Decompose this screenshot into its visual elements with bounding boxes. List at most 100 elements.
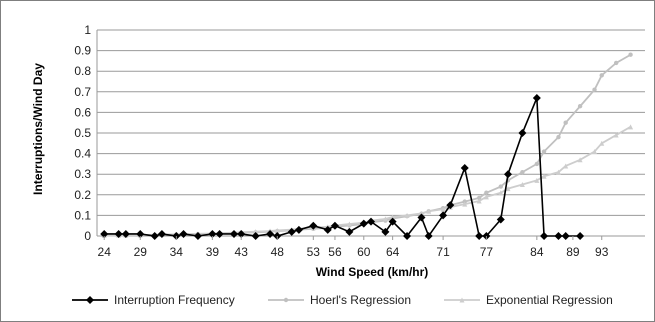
- legend-label: Hoerl's Regression: [310, 293, 411, 307]
- legend-marker: [86, 296, 94, 304]
- y-tick-label: 0.8: [74, 64, 91, 78]
- data-point: [628, 52, 633, 57]
- y-tick-label: 1: [84, 23, 91, 37]
- data-point: [150, 232, 159, 240]
- x-tick-labels: 24 29 34 39 43 48 53 56 60 64 71 77 84 89 93: [98, 236, 609, 259]
- data-point: [359, 219, 368, 228]
- x-tick-label: 53: [307, 245, 321, 259]
- x-axis-label: Wind Speed (km/hr): [316, 265, 429, 279]
- x-tick-label: 60: [357, 245, 371, 259]
- x-tick-label: 84: [530, 245, 544, 259]
- data-point: [496, 215, 505, 224]
- data-point: [439, 211, 448, 220]
- data-point: [121, 229, 130, 238]
- data-point: [294, 225, 303, 234]
- series-layer: [100, 52, 634, 240]
- y-tick-label: 0.6: [74, 105, 91, 119]
- data-point: [599, 140, 605, 146]
- data-point: [563, 163, 569, 169]
- data-point: [230, 229, 238, 238]
- data-point: [251, 232, 260, 240]
- data-point: [345, 227, 354, 236]
- data-point: [446, 201, 455, 210]
- y-tick-label: 0.1: [74, 208, 91, 222]
- data-point: [592, 87, 597, 92]
- data-point: [237, 229, 246, 238]
- x-tick-label: 48: [271, 245, 285, 259]
- legend: Interruption Frequency Hoerl's Regression…: [72, 293, 613, 307]
- data-point: [519, 182, 525, 187]
- data-point: [556, 134, 561, 140]
- data-point: [100, 229, 109, 238]
- data-point: [518, 129, 527, 137]
- data-point: [424, 232, 433, 240]
- data-point: [555, 169, 561, 175]
- data-point: [462, 201, 468, 207]
- data-point: [577, 157, 583, 163]
- x-tick-label: 24: [98, 245, 112, 259]
- x-tick-label: 34: [170, 245, 184, 259]
- data-point: [520, 169, 525, 175]
- data-point: [404, 212, 410, 218]
- data-point: [323, 225, 332, 234]
- data-point: [592, 149, 598, 155]
- data-point: [287, 227, 296, 236]
- data-point: [418, 210, 424, 216]
- y-tick-label: 0.3: [74, 167, 91, 181]
- data-point: [505, 186, 511, 192]
- data-point: [476, 195, 482, 201]
- data-point: [381, 227, 390, 236]
- data-point: [382, 216, 388, 222]
- data-point: [541, 149, 547, 154]
- data-point: [208, 229, 217, 238]
- data-point: [498, 190, 504, 196]
- y-tick-label: 0.9: [74, 44, 91, 58]
- x-tick-label: 56: [328, 245, 342, 259]
- y-tick-labels: 0 0.1 0.2 0.3 0.4 0.5 0.6 0.7 0.8 0.9 1: [74, 23, 91, 243]
- data-point: [628, 124, 634, 130]
- data-point: [330, 221, 339, 230]
- data-point: [157, 229, 166, 238]
- legend-label: Interruption Frequency: [114, 293, 235, 307]
- data-point: [475, 232, 484, 240]
- data-point: [534, 161, 540, 167]
- y-tick-label: 0.4: [74, 147, 91, 161]
- y-tick-label: 0.2: [74, 188, 91, 202]
- data-point: [417, 213, 426, 222]
- data-point: [613, 132, 619, 138]
- data-point: [577, 104, 583, 109]
- data-point: [563, 120, 568, 125]
- data-point: [114, 229, 123, 238]
- data-point: [136, 229, 145, 238]
- data-point: [179, 229, 188, 238]
- data-point: [426, 208, 432, 214]
- data-point: [390, 214, 396, 220]
- data-point: [440, 206, 446, 212]
- data-point: [554, 232, 563, 240]
- y-tick-label: 0: [84, 229, 91, 243]
- x-tick-label: 64: [386, 245, 400, 259]
- x-tick-label: 93: [595, 245, 609, 259]
- data-point: [367, 217, 375, 226]
- data-point: [541, 173, 547, 179]
- data-point: [388, 217, 397, 226]
- x-tick-label: 39: [206, 245, 220, 259]
- x-tick-label: 77: [480, 245, 494, 259]
- series-0: [100, 93, 585, 240]
- y-tick-label: 0.7: [74, 85, 91, 99]
- data-point: [599, 73, 604, 78]
- data-point: [498, 184, 503, 189]
- data-point: [460, 164, 469, 173]
- data-point: [561, 232, 570, 240]
- legend-label: Exponential Regression: [486, 293, 613, 307]
- data-point: [532, 93, 541, 102]
- data-point: [484, 190, 489, 195]
- data-point: [534, 177, 540, 183]
- x-tick-label: 89: [566, 245, 580, 259]
- y-tick-label: 0.5: [74, 126, 91, 140]
- data-point: [346, 221, 352, 227]
- x-tick-label: 71: [436, 245, 450, 259]
